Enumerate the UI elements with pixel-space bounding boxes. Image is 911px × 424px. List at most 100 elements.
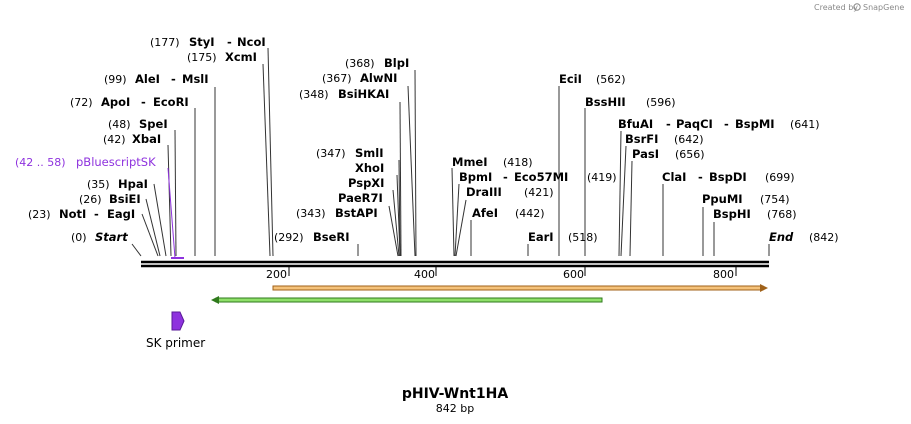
svg-text:-: - <box>171 72 176 86</box>
site-spei[interactable]: (48) SpeI <box>108 117 168 131</box>
scale-label-800: 800 <box>713 268 734 281</box>
leader-bsrfi <box>620 145 627 257</box>
site-position: (419) <box>587 171 617 184</box>
leader-pasi <box>629 160 633 257</box>
sk-primer[interactable]: SK primer <box>146 311 205 350</box>
pbluescript-leader <box>167 167 176 259</box>
site-end[interactable]: End (842) <box>769 230 839 244</box>
site-position: (642) <box>674 133 704 146</box>
feature-range: (42 .. 58) <box>15 156 66 169</box>
site-pspxi[interactable]: PspXI <box>348 176 384 190</box>
leader-spei <box>174 129 177 257</box>
site-name: PaeR7I <box>338 191 383 205</box>
site-clai[interactable]: ClaI - BspDI (699) <box>662 170 795 184</box>
site-position: (641) <box>790 118 820 131</box>
site-name: BsiHKAI <box>338 87 389 101</box>
site-afei[interactable]: AfeI (442) <box>472 206 545 220</box>
site-bsshii[interactable]: BssHII (596) <box>585 95 676 109</box>
leader-bpmi <box>454 183 460 257</box>
site-position: (418) <box>503 156 533 169</box>
site-position: (754) <box>760 193 790 206</box>
svg-text:-: - <box>698 170 703 184</box>
site-name: AleI <box>135 72 160 86</box>
site-position: (368) <box>345 57 375 70</box>
site-bsphi[interactable]: BspHI (768) <box>713 207 797 221</box>
site-name: EciI <box>559 72 582 86</box>
site-mmei[interactable]: MmeI (418) <box>452 155 533 169</box>
site-name: DraIII <box>466 185 502 199</box>
site-pasi[interactable]: PasI (656) <box>632 147 705 161</box>
site-name: SpeI <box>139 117 168 131</box>
site-noti[interactable]: (23) NotI - EagI <box>28 207 135 221</box>
site-bseri[interactable]: (292) BseRI <box>274 230 350 244</box>
site-bsrfi[interactable]: BsrFI (642) <box>625 132 704 146</box>
map-title: pHIV-Wnt1HA <box>402 386 509 402</box>
site-alwni[interactable]: (367) AlwNI <box>322 71 397 85</box>
site-name-2: EcoRI <box>153 95 189 109</box>
site-blpi[interactable]: (368) BlpI <box>345 56 409 70</box>
site-smli[interactable]: (347) SmlI <box>316 146 384 160</box>
site-name-2: PaqCI <box>676 117 713 131</box>
scale-label-600: 600 <box>563 268 584 281</box>
site-ppumi[interactable]: PpuMI (754) <box>702 192 790 206</box>
site-apoi[interactable]: (72) ApoI - EcoRI <box>70 95 189 109</box>
leader-start <box>131 243 142 257</box>
orf-green-arrowhead <box>211 296 219 304</box>
site-ecii[interactable]: EciI (562) <box>559 72 626 86</box>
site-alei[interactable]: (99) AleI - MslI <box>104 72 209 86</box>
site-position: (768) <box>767 208 797 221</box>
site-draiii[interactable]: DraIII (421) <box>466 185 554 199</box>
site-name: BlpI <box>384 56 409 70</box>
site-bstapi[interactable]: (343) BstAPI <box>296 206 378 220</box>
site-name: End <box>769 230 794 244</box>
site-start[interactable]: (0) Start <box>71 230 128 244</box>
site-position: (177) <box>150 36 180 49</box>
site-name: XhoI <box>355 161 384 175</box>
credit-brand: SnapGene <box>863 3 904 12</box>
orf-orange-body <box>272 285 764 291</box>
site-position: (99) <box>104 73 127 86</box>
leader-noti <box>141 213 159 257</box>
site-name: SmlI <box>355 146 384 160</box>
site-name: PasI <box>632 147 659 161</box>
site-name: PpuMI <box>702 192 743 206</box>
site-xcmi[interactable]: (175) XcmI <box>187 50 257 64</box>
scale-label-400: 400 <box>414 268 435 281</box>
site-styi[interactable]: (177) StyI - NcoI <box>150 35 266 49</box>
svg-text:-: - <box>724 117 729 131</box>
site-eari[interactable]: EarI (518) <box>528 230 598 244</box>
site-name: NotI <box>59 207 86 221</box>
feature-pbluescriptsk[interactable]: (42 .. 58) pBluescriptSK <box>15 155 156 169</box>
site-bsihkai[interactable]: (348) BsiHKAI <box>299 87 389 101</box>
site-position: (48) <box>108 118 131 131</box>
orf-orange-arrow[interactable] <box>272 284 768 292</box>
site-position: (42) <box>103 133 126 146</box>
site-position: (23) <box>28 208 51 221</box>
site-position: (699) <box>765 171 795 184</box>
leader-pae <box>392 189 400 257</box>
site-position: (442) <box>515 207 545 220</box>
site-position: (421) <box>524 186 554 199</box>
site-name: Start <box>95 230 128 244</box>
site-name: StyI <box>189 35 215 49</box>
site-hpai[interactable]: (35) HpaI <box>87 177 148 191</box>
orf-green-arrow[interactable] <box>211 296 603 304</box>
site-name-2: BspDI <box>709 170 747 184</box>
site-name: EarI <box>528 230 554 244</box>
site-bpmi[interactable]: BpmI - Eco57MI (419) <box>459 170 617 184</box>
site-xhoi[interactable]: XhoI <box>355 161 384 175</box>
scale-label-200: 200 <box>266 268 287 281</box>
leader-bstapi <box>388 205 399 257</box>
site-position: (562) <box>596 73 626 86</box>
leader-alwni <box>407 85 416 257</box>
site-paer7i[interactable]: PaeR7I <box>338 191 383 205</box>
site-position: (35) <box>87 178 110 191</box>
site-name: BstAPI <box>335 206 378 220</box>
leader-xhoi <box>398 159 401 257</box>
site-name: PspXI <box>348 176 384 190</box>
site-xbai[interactable]: (42) XbaI <box>103 132 161 146</box>
site-bfuai[interactable]: BfuAI - PaqCI - BspMI (641) <box>618 117 820 131</box>
site-bsiei[interactable]: (26) BsiEI <box>79 192 141 206</box>
leader-mmei <box>451 167 455 257</box>
site-position: (175) <box>187 51 217 64</box>
